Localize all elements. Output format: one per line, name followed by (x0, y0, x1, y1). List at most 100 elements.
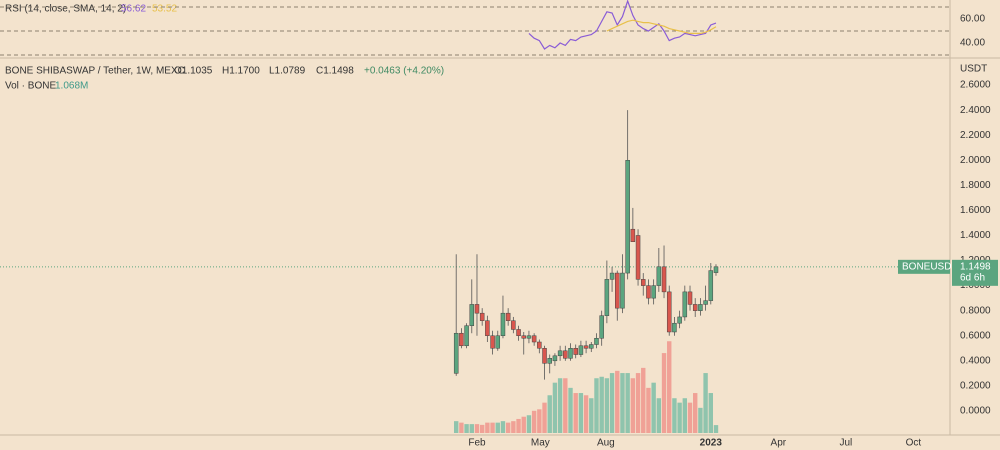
y-tick-label: 1.4000 (960, 230, 991, 241)
volume-bar (646, 387, 651, 433)
volume-bar (474, 424, 480, 433)
volume-bar (703, 373, 708, 433)
candle-body (573, 348, 578, 355)
candle-body (666, 291, 672, 333)
volume-bar (516, 418, 521, 433)
candle-body (640, 279, 646, 286)
volume-bar (459, 422, 464, 433)
main-legend: BONE SHIBASWAP / Tether, 1W, MEXC O1.103… (5, 64, 987, 92)
candle-body (703, 300, 708, 305)
volume-bar (589, 398, 594, 433)
volume-bar (630, 378, 636, 433)
x-tick-label: Apr (771, 438, 787, 449)
volume-bar (656, 398, 662, 433)
open-label: O1.1035 (174, 66, 213, 77)
candle-body (500, 312, 506, 336)
candle-body (552, 355, 558, 362)
candle-body (656, 266, 662, 286)
candle-body (453, 332, 459, 374)
candle-body (698, 304, 703, 311)
price-axis-label: USDT (960, 64, 987, 75)
high-label: H1.1700 (222, 66, 260, 77)
volume-bar (667, 341, 672, 433)
candle-body (594, 337, 599, 345)
volume-value: 1.068M (55, 81, 88, 92)
y-tick-label: 0.2000 (960, 381, 991, 392)
volume-bar (604, 378, 610, 433)
candle-body (599, 315, 604, 339)
candle-body (615, 272, 620, 309)
sma-value: 53.52 (152, 4, 177, 15)
volume-bar (469, 424, 474, 433)
volume-bar (578, 393, 584, 433)
x-tick-label: Jul (839, 438, 852, 449)
candle-body (464, 325, 469, 347)
candle-body (479, 312, 485, 321)
x-tick-label: Aug (597, 438, 615, 449)
x-tick-label: Oct (906, 438, 922, 449)
candle-body (563, 350, 568, 359)
volume-bar (500, 421, 506, 433)
volume-bar (511, 421, 516, 433)
candle-body (511, 320, 516, 330)
y-tick-label: 2.6000 (960, 80, 991, 91)
candle-body (661, 266, 667, 293)
y-tick-label: 2.4000 (960, 105, 991, 116)
y-tick-label: 2.0000 (960, 155, 991, 166)
volume-bar (687, 402, 693, 433)
price-tag: 1.1498 (960, 261, 991, 272)
y-tick-label: 0.6000 (960, 330, 991, 341)
volume-bar (537, 409, 542, 433)
candle-body (495, 335, 501, 349)
volume-title: Vol · BONE (5, 81, 56, 92)
volume-bar (552, 382, 558, 433)
candle-body (521, 335, 526, 339)
volume-bar (583, 395, 589, 433)
volume-bar (599, 376, 604, 433)
volume-bar (615, 370, 620, 433)
candle-body (687, 291, 693, 305)
volume-bar (490, 422, 495, 433)
volume-bar (625, 373, 630, 433)
volume-bar (521, 416, 526, 433)
candle-body (672, 322, 677, 333)
candle-body (459, 332, 464, 347)
candle-body (469, 304, 475, 326)
candle-body (516, 329, 521, 336)
candle-body (630, 228, 636, 242)
volume-bar (573, 393, 578, 433)
candle-body (635, 235, 641, 280)
candle-body (568, 348, 573, 359)
candle-body (547, 358, 552, 364)
low-label: L1.0789 (269, 66, 306, 77)
candle-body (531, 335, 537, 343)
y-tick-label: 1.6000 (960, 205, 991, 216)
volume-bar (485, 422, 490, 433)
symbol-tag-bg (898, 259, 950, 274)
symbol-title: BONE SHIBASWAP / Tether, 1W, MEXC (5, 66, 185, 77)
y-tick-label: 2.2000 (960, 130, 991, 141)
volume-bar (708, 393, 713, 433)
candle-body (583, 345, 589, 349)
symbol-tag: BONEUSDT (902, 261, 958, 272)
volume-bar (693, 393, 698, 433)
volume-bar (479, 424, 485, 433)
y-tick-label: 0.0000 (960, 406, 991, 417)
candle-body (557, 350, 563, 357)
rsi-tick-label: 40.00 (960, 38, 985, 49)
y-tick-label: 0.8000 (960, 305, 991, 316)
candle-body (625, 160, 630, 274)
volume-bar (563, 378, 568, 433)
candle-body (682, 291, 688, 318)
volume-bar (557, 378, 563, 433)
rsi-value: 56.62 (121, 4, 146, 15)
rsi-tick-label: 60.00 (960, 14, 985, 25)
volume-bar (713, 425, 719, 433)
candle-body (490, 335, 495, 349)
volume-bar (641, 367, 646, 433)
countdown: 6d 6h (960, 272, 985, 283)
change-label: +0.0463 (+4.20%) (364, 66, 444, 77)
candle-body (620, 272, 625, 309)
price-tag-bg (952, 259, 998, 286)
